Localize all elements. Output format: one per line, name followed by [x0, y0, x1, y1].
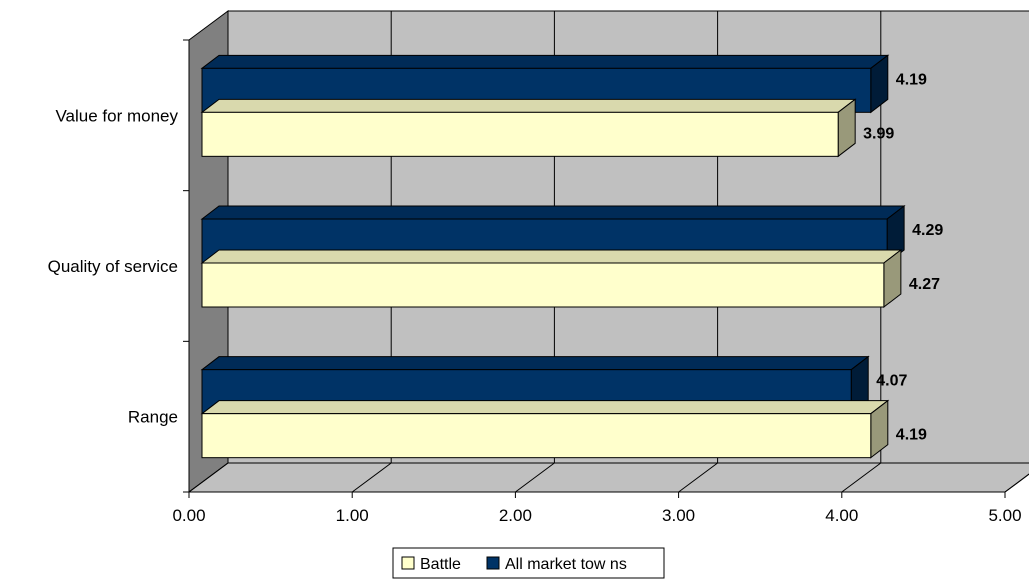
data-label-battle-quality-of-service: 4.27 [909, 276, 940, 293]
bar-top-battle-quality-of-service [200, 249, 903, 264]
labels: Range 4.07 4.19 Quality of service 4.29 4.27 V… [48, 71, 944, 443]
x-tick-label: 0.00 [172, 506, 205, 525]
floor [187, 462, 1029, 493]
data-label-all-market-tow-ns-value-for-money: 4.19 [896, 71, 927, 88]
x-tick-label: 1.00 [336, 506, 369, 525]
bar-battle-value-for-money [201, 111, 839, 157]
category-label-range: Range [128, 408, 178, 427]
bar-top-all-market-tow-ns-quality-of-service [200, 205, 906, 220]
legend-label-all-market-towns: All market tow ns [505, 556, 627, 573]
x-tick-label: 4.00 [825, 506, 858, 525]
gridline-floor [841, 462, 882, 493]
data-label-all-market-tow-ns-quality-of-service: 4.29 [912, 222, 943, 239]
legend-box [392, 547, 665, 579]
gridline-floor [188, 462, 229, 493]
x-tick-label: 3.00 [662, 506, 695, 525]
legend-swatch-battle [401, 556, 415, 570]
axes: 0.00 1.00 2.00 3.00 4.00 5.00 [172, 39, 1022, 525]
bar-battle-quality-of-service [201, 262, 885, 308]
bar-top-all-market-tow-ns-range [200, 356, 870, 371]
data-label-battle-range: 4.19 [896, 427, 927, 444]
data-label-battle-value-for-money: 3.99 [863, 125, 894, 142]
bars [200, 54, 906, 459]
category-label-value-for-money: Value for money [55, 106, 178, 125]
category-label-quality-of-service: Quality of service [48, 257, 178, 276]
gridline-floor [1004, 473, 1029, 493]
legend-swatch-all-market-towns [486, 556, 500, 570]
bar-battle-range [201, 413, 872, 459]
data-label-all-market-tow-ns-range: 4.07 [876, 373, 907, 390]
x-tick-label: 5.00 [988, 506, 1021, 525]
legend-label-battle: Battle [420, 556, 461, 573]
x-tick-label: 2.00 [499, 506, 532, 525]
gridline-floor [515, 462, 555, 493]
bar-top-battle-range [200, 400, 890, 415]
bar-top-all-market-tow-ns-value-for-money [200, 54, 890, 69]
gridline-floor [351, 462, 392, 493]
bar-top-battle-value-for-money [200, 98, 857, 113]
legend: Battle All market tow ns [392, 547, 665, 579]
gridline-floor [678, 462, 718, 493]
